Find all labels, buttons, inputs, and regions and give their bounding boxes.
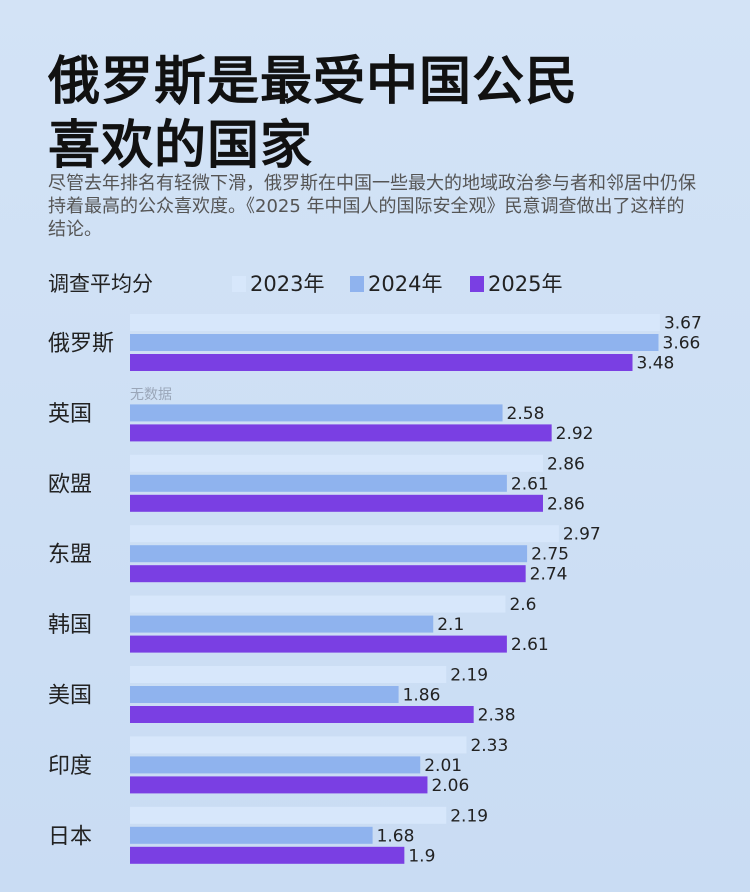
legend-label: 2024年 xyxy=(368,272,442,296)
category-label: 日本 xyxy=(48,824,92,849)
value-label: 3.48 xyxy=(637,354,675,374)
value-label: 1.68 xyxy=(377,826,415,846)
bar xyxy=(130,736,467,754)
bar xyxy=(130,525,559,543)
value-label: 2.01 xyxy=(424,756,462,776)
category-label: 俄罗斯 xyxy=(48,332,114,357)
category-label: 英国 xyxy=(48,402,92,427)
bar xyxy=(130,334,659,351)
value-label: 2.74 xyxy=(530,565,568,585)
value-label: 1.86 xyxy=(403,686,441,706)
value-label: 3.66 xyxy=(663,334,701,354)
category-label: 韩国 xyxy=(48,613,92,638)
value-label: 2.61 xyxy=(511,474,549,494)
bar xyxy=(130,615,434,633)
value-label: 2.92 xyxy=(556,424,594,444)
chart-title: 俄罗斯是最受中国公民喜欢的国家 xyxy=(48,52,579,176)
bar xyxy=(130,686,399,703)
legend-swatch xyxy=(470,276,484,292)
bar xyxy=(130,806,447,824)
legend-swatch xyxy=(350,276,364,292)
legend-title: 调查平均分 xyxy=(48,272,153,296)
legend-swatch xyxy=(232,276,246,292)
bar xyxy=(130,846,405,864)
category-label: 印度 xyxy=(48,754,92,779)
bar xyxy=(130,595,506,613)
bar xyxy=(130,776,428,794)
legend-label: 2025年 xyxy=(488,272,562,296)
bar xyxy=(130,635,507,653)
bar xyxy=(130,314,660,331)
chart-subtitle: 尽管去年排名有轻微下滑，俄罗斯在中国一些最大的地域政治参与者和邻居中仍保持着最高… xyxy=(48,173,696,240)
bar xyxy=(130,565,526,583)
value-label: 2.38 xyxy=(478,706,516,726)
value-label: 2.06 xyxy=(431,776,469,796)
bar xyxy=(130,545,528,563)
value-label: 2.61 xyxy=(511,635,549,655)
category-label: 东盟 xyxy=(48,543,92,568)
value-label: 2.6 xyxy=(509,595,536,615)
legend-label: 2023年 xyxy=(250,272,324,296)
annotation: 无数据 xyxy=(130,387,172,403)
value-label: 2.75 xyxy=(531,545,569,565)
bar xyxy=(130,424,552,442)
bar xyxy=(130,404,503,422)
bar xyxy=(130,756,421,774)
value-label: 2.86 xyxy=(547,494,585,514)
bar xyxy=(130,826,373,844)
value-label: 1.9 xyxy=(408,846,435,866)
value-label: 2.19 xyxy=(450,666,488,686)
value-label: 2.97 xyxy=(563,525,601,545)
value-label: 2.33 xyxy=(470,736,508,756)
value-label: 2.58 xyxy=(507,404,545,424)
category-label: 美国 xyxy=(48,684,92,709)
value-label: 2.19 xyxy=(450,806,488,826)
value-label: 2.86 xyxy=(547,454,585,474)
bar xyxy=(130,494,543,512)
category-label: 欧盟 xyxy=(48,472,92,497)
bar xyxy=(130,454,543,472)
bar xyxy=(130,706,474,723)
value-label: 2.1 xyxy=(437,615,464,635)
value-label: 3.67 xyxy=(664,314,702,334)
bar xyxy=(130,354,633,371)
bar xyxy=(130,666,447,683)
bar xyxy=(130,474,507,492)
